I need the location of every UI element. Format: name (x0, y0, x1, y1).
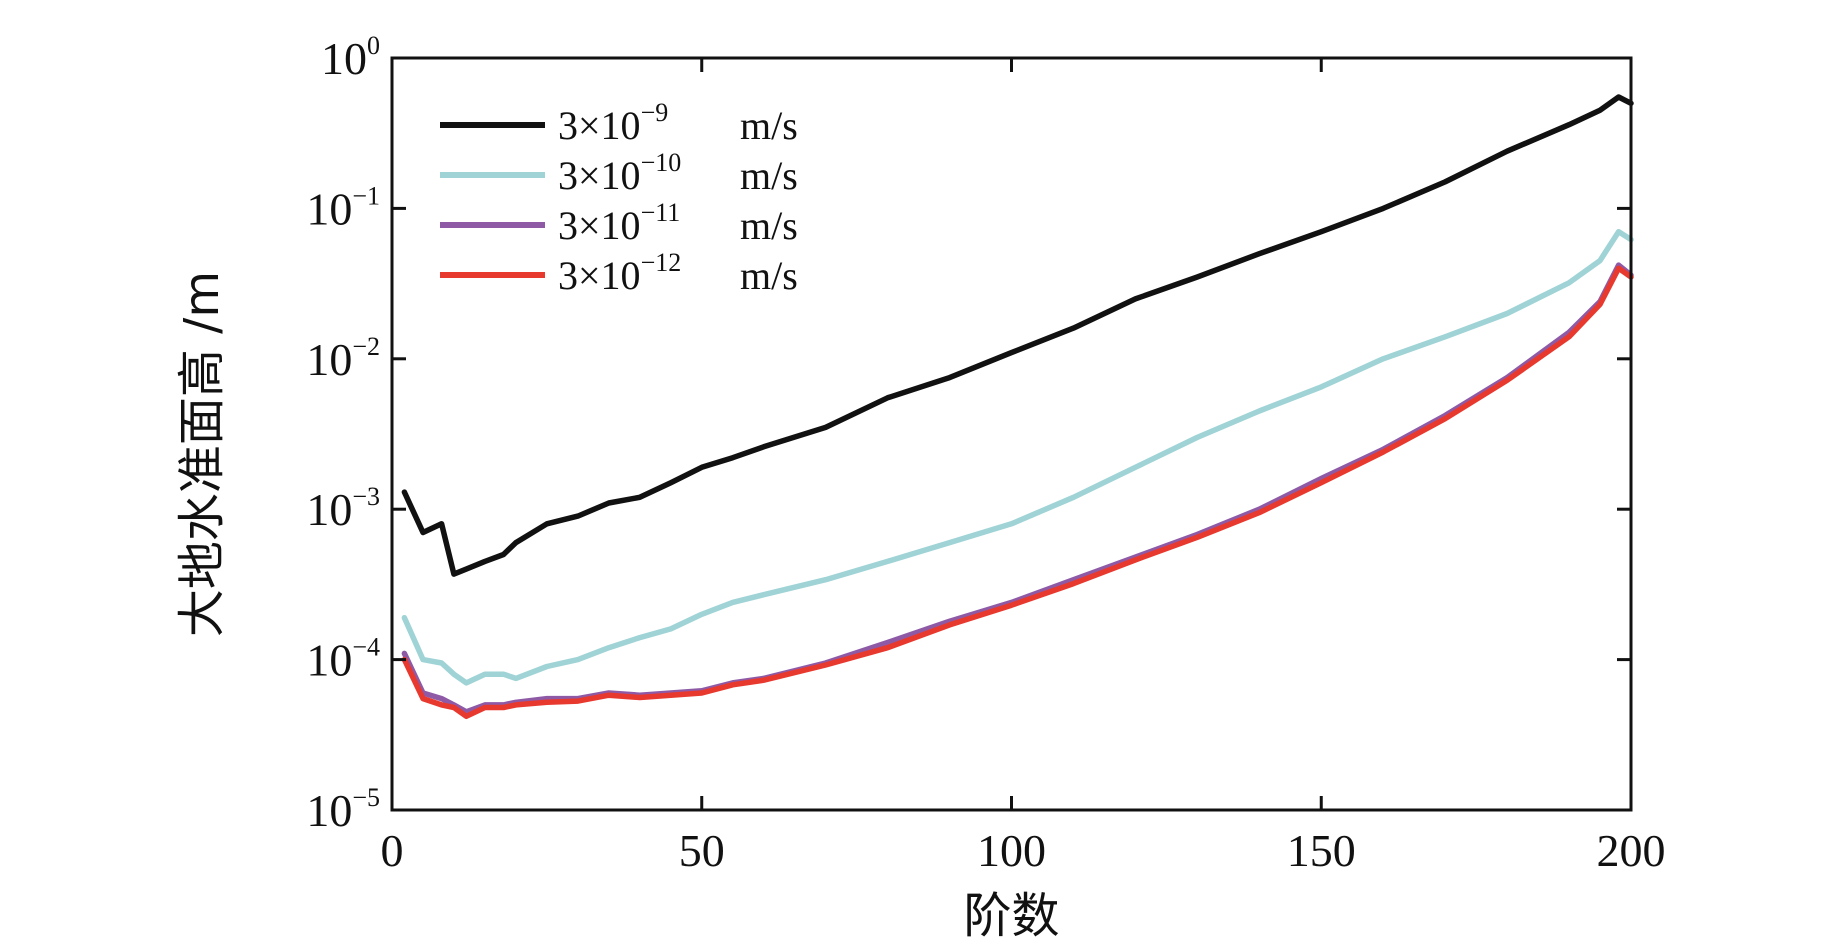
x-tick-label: 150 (1287, 825, 1356, 876)
y-tick-label: 10−5 (306, 783, 380, 836)
y-tick-label: 10−3 (306, 482, 380, 535)
legend-unit-1: m/s (740, 103, 798, 148)
legend-unit-4: m/s (740, 253, 798, 298)
legend-unit-2: m/s (740, 153, 798, 198)
y-tick-label: 10−4 (306, 633, 380, 686)
y-tick-label: 10−1 (306, 181, 380, 234)
x-axis-title: 阶数 (963, 888, 1059, 944)
y-tick-label: 10−2 (306, 332, 380, 385)
series-line-3 (401, 262, 1634, 715)
x-tick-label: 100 (977, 825, 1046, 876)
y-axis-title: 大地水准面高 /m (174, 271, 230, 637)
series-line-4 (401, 265, 1634, 720)
legend-label-3: 3×10−11 (558, 198, 680, 248)
ticks-layer: 0 50 100 150 200 10−5 10−4 10−3 10−2 10−1 100 (306, 31, 1665, 876)
x-tick-label: 50 (679, 825, 725, 876)
series-line-1 (401, 94, 1634, 577)
legend-unit-3: m/s (740, 203, 798, 248)
legend-label-4: 3×10−12 (558, 248, 681, 298)
series-line-2 (401, 228, 1634, 686)
y-tick-label: 100 (321, 31, 380, 84)
legend: 3×10−9 m/s 3×10−10 m/s 3×10−11 m/s 3×10−12 m/s (440, 98, 798, 298)
x-tick-label: 200 (1597, 825, 1666, 876)
legend-label-2: 3×10−10 (558, 148, 681, 198)
series-layer (401, 94, 1634, 720)
x-tick-label: 0 (381, 825, 404, 876)
legend-label-1: 3×10−9 (558, 98, 668, 148)
